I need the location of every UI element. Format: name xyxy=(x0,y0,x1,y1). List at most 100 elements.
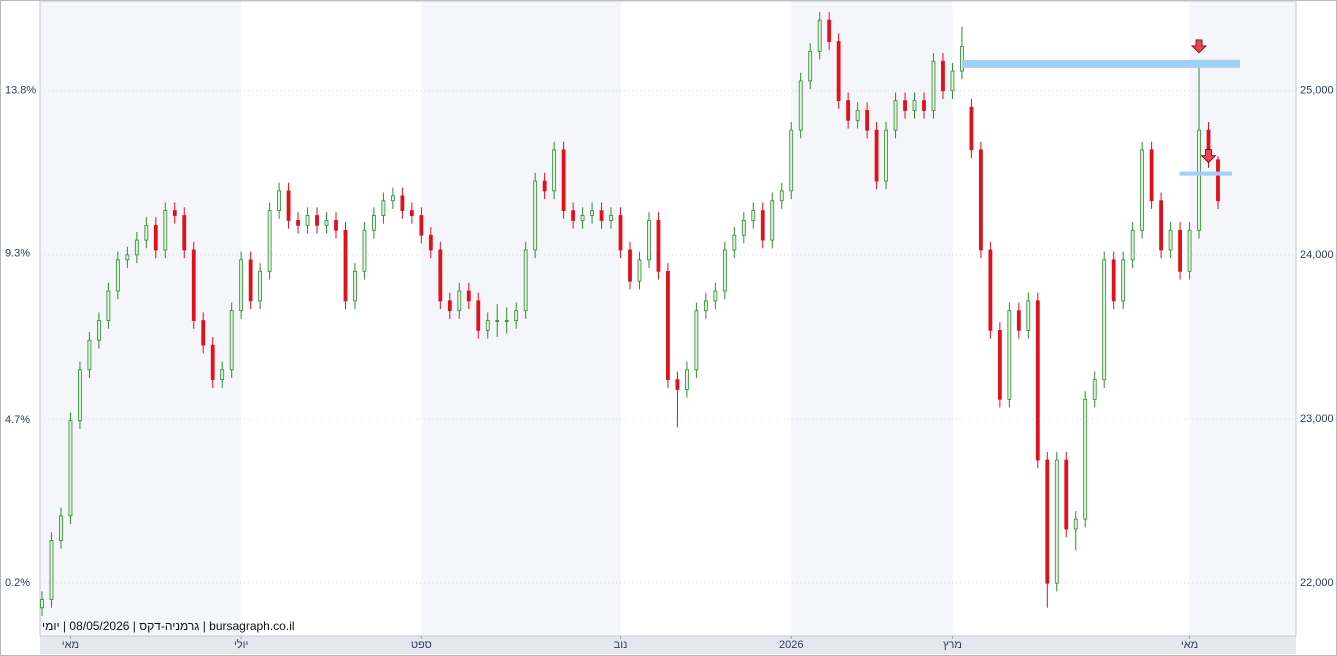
candle-body xyxy=(504,320,509,322)
x-tick-label: ספט xyxy=(411,639,432,651)
candle-body xyxy=(409,210,414,216)
candle-body xyxy=(381,200,386,216)
candle-body xyxy=(656,220,661,272)
candle-body xyxy=(40,599,44,609)
candle-body xyxy=(258,270,263,302)
y-tick-label: 22,000 xyxy=(1300,577,1334,589)
y2-tick-label: 0.2% xyxy=(5,577,30,589)
candle-body xyxy=(438,249,443,302)
candle-body xyxy=(741,220,746,236)
candle-body xyxy=(599,210,604,221)
candle-body xyxy=(419,215,424,236)
candle-body xyxy=(542,180,547,192)
candle-body xyxy=(362,229,367,272)
candle-body xyxy=(372,215,376,231)
candle-body xyxy=(1111,259,1116,302)
candle-body xyxy=(277,190,281,211)
candle-body xyxy=(675,379,680,390)
candle-body xyxy=(846,100,851,121)
candle-body xyxy=(428,234,433,251)
candle-body xyxy=(334,220,338,231)
y-tick-label: 25,000 xyxy=(1300,85,1334,97)
candle-body xyxy=(267,210,272,272)
candle-body xyxy=(182,215,187,251)
candle-body xyxy=(476,300,481,331)
candle-body xyxy=(836,41,841,102)
x-tick-label: מרץ xyxy=(943,639,962,651)
candle-body xyxy=(134,239,139,256)
candle-body xyxy=(1054,459,1059,584)
candle-body xyxy=(305,215,310,226)
candle-body xyxy=(1187,229,1192,272)
candle-body xyxy=(1216,159,1220,202)
candle-body xyxy=(1140,149,1145,231)
candle-body xyxy=(1092,379,1097,400)
candle-body xyxy=(618,215,623,251)
candle-body xyxy=(153,224,158,251)
candle-body xyxy=(703,300,708,312)
signal-arrow xyxy=(1191,39,1207,54)
candle-body xyxy=(1073,518,1078,530)
candle-body xyxy=(647,220,651,261)
candle-body xyxy=(1168,229,1173,251)
candle-body xyxy=(817,19,822,52)
x-tick-label: מאי xyxy=(1181,639,1198,651)
candle-body xyxy=(239,259,244,312)
candle-body xyxy=(941,60,945,92)
candle-body xyxy=(903,100,907,111)
candle-body xyxy=(552,149,557,192)
candle-body xyxy=(68,420,73,517)
x-axis-strip xyxy=(40,636,1296,654)
candle-body xyxy=(59,515,63,541)
candle-body xyxy=(988,249,993,331)
candle-body xyxy=(343,229,348,302)
candle-body xyxy=(571,210,575,221)
candle-body xyxy=(1130,229,1135,261)
candle-body xyxy=(827,19,832,42)
candle-body xyxy=(1007,310,1012,400)
candle-body xyxy=(666,270,670,381)
candle-body xyxy=(798,80,803,131)
candle-body xyxy=(751,210,756,221)
candle-body xyxy=(609,215,613,221)
period-band xyxy=(421,1,621,636)
candle-body xyxy=(1035,300,1040,461)
candle-body xyxy=(580,215,585,221)
candle-body xyxy=(732,234,737,251)
candle-body xyxy=(922,100,926,111)
candle-body xyxy=(770,200,775,241)
candle-body xyxy=(713,290,718,302)
candle-body xyxy=(106,290,111,321)
candle-body xyxy=(855,110,860,121)
candle-body xyxy=(201,320,206,346)
candle-body xyxy=(514,310,519,321)
candle-body xyxy=(874,129,879,182)
candle-body xyxy=(950,70,955,92)
period-band xyxy=(1189,1,1296,636)
candle-body xyxy=(248,259,253,302)
candle-body xyxy=(400,195,405,211)
candle-body xyxy=(884,129,888,182)
candle-body xyxy=(315,215,319,226)
candle-body xyxy=(694,310,699,371)
candle-body xyxy=(353,270,357,302)
candle-body xyxy=(1045,459,1050,584)
plot-border xyxy=(39,0,1297,637)
candle-body xyxy=(466,290,471,302)
candle-body xyxy=(523,249,528,312)
candle-body xyxy=(1149,149,1154,202)
y2-tick-label: 9.3% xyxy=(5,248,30,260)
candle-body xyxy=(78,369,82,422)
candle-body xyxy=(296,220,300,226)
candle-body xyxy=(125,254,130,261)
candle-body xyxy=(324,220,329,226)
candle-body xyxy=(997,329,1002,400)
candle-body xyxy=(172,210,177,216)
candle-body xyxy=(220,369,225,381)
candle-body xyxy=(628,249,632,282)
candle-body xyxy=(1178,229,1182,272)
candle-body xyxy=(979,149,983,251)
candle-body xyxy=(49,540,54,600)
